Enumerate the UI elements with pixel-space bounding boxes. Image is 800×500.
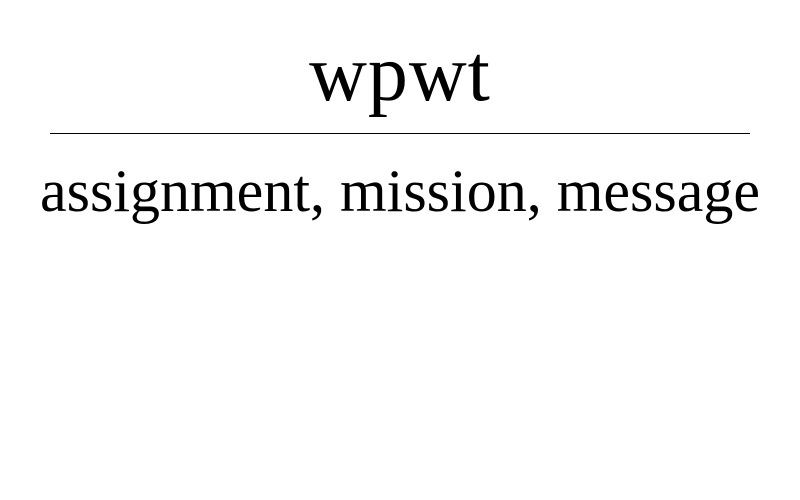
definition-text: assignment, mission, message [40,158,760,224]
term-text: wpwt [309,30,491,118]
divider-line [50,133,750,134]
